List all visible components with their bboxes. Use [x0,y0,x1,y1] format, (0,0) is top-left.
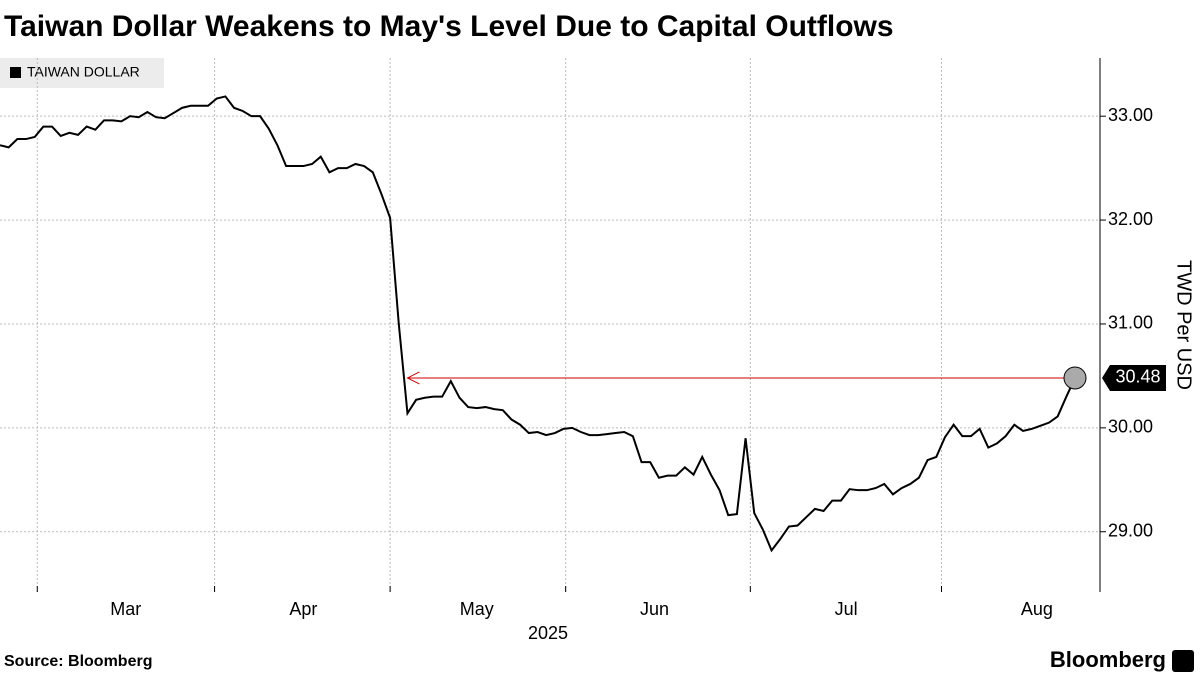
x-tick-label: Jun [640,599,669,619]
chart-title: Taiwan Dollar Weakens to May's Level Due… [4,10,894,43]
y-axis-label: TWD Per USD [1173,260,1195,390]
arrow-head [406,371,420,385]
x-axis-label: 2025 [528,623,568,643]
y-tick-label: 32.00 [1108,209,1153,229]
last-point [1063,366,1087,390]
x-tick-label: May [460,599,494,619]
x-tick-label: Jul [835,599,858,619]
x-tick-label: Mar [110,599,141,619]
x-tick-label: Apr [289,599,317,619]
legend-box [0,58,164,88]
y-tick-label: 33.00 [1108,105,1153,125]
legend-swatch [10,67,21,78]
value-label-box [1102,364,1166,391]
x-tick-label: Aug [1021,599,1053,619]
legend-label: TAIWAN DOLLAR [27,64,140,80]
line [0,95,1076,553]
y-tick-label: 31.00 [1108,313,1153,333]
y-tick-label: 30.00 [1108,417,1153,437]
y-tick-label: 29.00 [1108,520,1153,540]
brand-icon [1172,650,1194,672]
brand: Bloomberg [1050,647,1166,672]
source: Source: Bloomberg [4,653,152,670]
value-label: 30.48 [1115,367,1160,387]
